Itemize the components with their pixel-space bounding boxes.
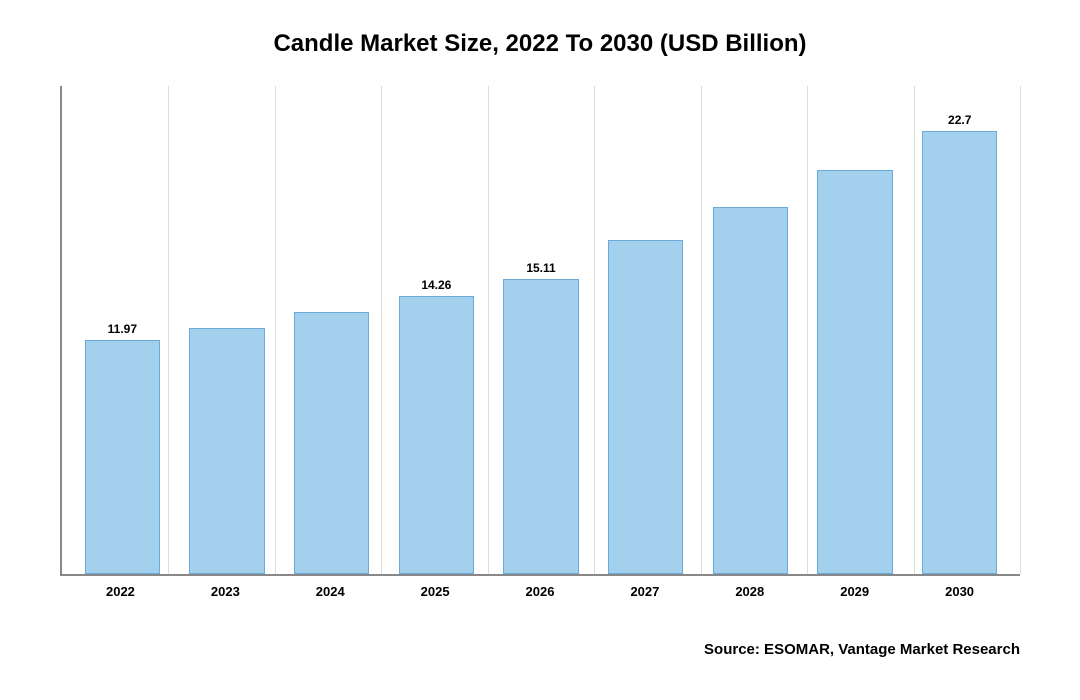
bar-wrapper (593, 86, 698, 574)
x-axis-label: 2026 (488, 584, 593, 599)
bar-value-label: 11.97 (108, 322, 137, 336)
bar-value-label: 14.26 (421, 278, 451, 292)
bar-value-label: 22.7 (948, 113, 971, 127)
bar (608, 240, 683, 574)
chart-title: Candle Market Size, 2022 To 2030 (USD Bi… (60, 30, 1020, 58)
bar-wrapper: 22.7 (907, 86, 1012, 574)
x-axis-label: 2027 (592, 584, 697, 599)
grid-line (914, 86, 915, 574)
bar (713, 207, 788, 574)
bar-wrapper: 15.11 (489, 86, 594, 574)
grid-line (594, 86, 595, 574)
bar-wrapper (279, 86, 384, 574)
source-text: Source: ESOMAR, Vantage Market Research (704, 641, 1020, 658)
bar (817, 170, 892, 574)
bar-wrapper (175, 86, 280, 574)
bar-wrapper: 14.26 (384, 86, 489, 574)
bar (85, 340, 160, 574)
x-axis-label: 2029 (802, 584, 907, 599)
bar (189, 328, 264, 574)
grid-line (381, 86, 382, 574)
bar-wrapper (803, 86, 908, 574)
chart-container: Candle Market Size, 2022 To 2030 (USD Bi… (60, 30, 1020, 650)
grid-line (1020, 86, 1021, 574)
x-axis-label: 2028 (697, 584, 802, 599)
x-axis-label: 2025 (383, 584, 488, 599)
grid-line (701, 86, 702, 574)
bar-wrapper: 11.97 (70, 86, 175, 574)
bar (399, 296, 474, 574)
bar (294, 312, 369, 574)
bar-wrapper (698, 86, 803, 574)
grid-line (275, 86, 276, 574)
bar (922, 131, 997, 574)
bar (503, 279, 578, 574)
grid-line (488, 86, 489, 574)
x-axis-label: 2022 (68, 584, 173, 599)
bars-group: 11.97 14.26 15.11 22.7 (62, 86, 1020, 574)
x-axis-labels: 202220232024202520262027202820292030 (60, 576, 1020, 599)
bar-value-label: 15.11 (526, 261, 555, 275)
grid-line (168, 86, 169, 574)
x-axis-label: 2024 (278, 584, 383, 599)
x-axis-label: 2023 (173, 584, 278, 599)
grid-line (807, 86, 808, 574)
plot-area: 11.97 14.26 15.11 22.7 (60, 86, 1020, 576)
x-axis-label: 2030 (907, 584, 1012, 599)
